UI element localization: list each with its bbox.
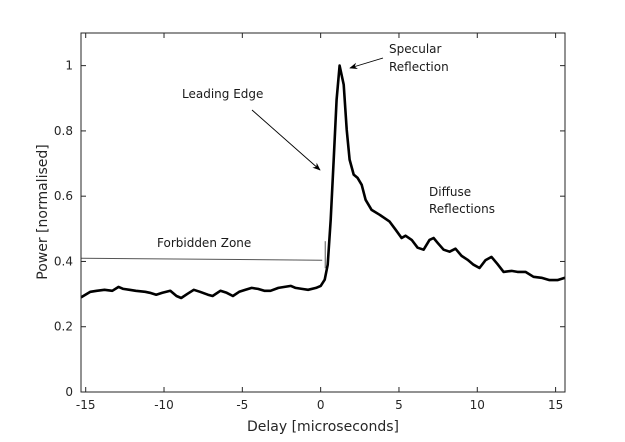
x-axis-label: Delay [microseconds] (247, 419, 399, 435)
x-tick-label: 0 (317, 398, 325, 412)
x-tick-label: -5 (236, 398, 248, 412)
x-tick-label: -10 (154, 398, 174, 412)
annotation-specular-2: Reflection (389, 60, 449, 74)
x-tick-label: -15 (76, 398, 96, 412)
x-tick-label: 5 (395, 398, 403, 412)
leading-edge-arrow (251, 109, 321, 171)
y-tick-label: 0.4 (54, 254, 73, 268)
annotation-leading-edge: Leading Edge (182, 87, 263, 101)
y-tick-label: 1 (65, 59, 73, 73)
series-line-waveform (80, 64, 566, 300)
specular-arrow (349, 57, 384, 69)
y-tick-label: 0 (65, 385, 73, 399)
axes-box (80, 32, 566, 393)
annotation-specular-1: Specular (389, 42, 442, 56)
y-tick-label: 0.6 (54, 189, 73, 203)
annotation-diffuse-1: Diffuse (429, 185, 471, 199)
y-tick-label: 0.8 (54, 124, 73, 138)
forbidden-zone-line (80, 257, 323, 261)
plot-area (81, 33, 565, 392)
ticks-group: -15 -10 -5 0 5 10 15 0 0.2 0.4 0.6 0.8 1 (54, 33, 565, 412)
x-tick-label: 15 (548, 398, 563, 412)
annotation-forbidden-zone: Forbidden Zone (157, 236, 251, 250)
y-tick-label: 0.2 (54, 320, 73, 334)
annotation-diffuse-2: Reflections (429, 202, 495, 216)
x-tick-label: 10 (470, 398, 485, 412)
y-axis-label: Power [normalised] (35, 144, 51, 279)
